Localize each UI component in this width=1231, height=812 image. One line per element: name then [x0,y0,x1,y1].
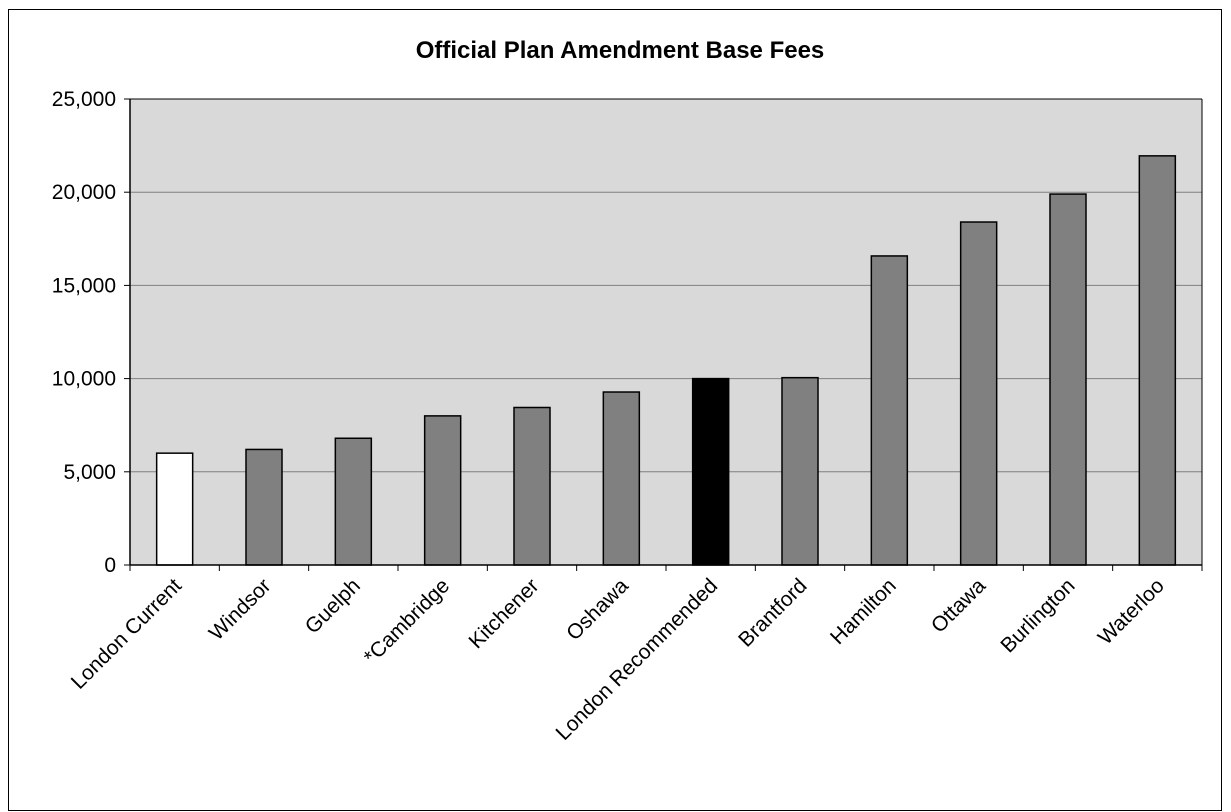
bar [959,221,998,566]
chart-title: Official Plan Amendment Base Fees [416,37,825,64]
x-tick-label: Windsor [205,574,276,645]
x-tick-label: Hamilton [826,574,901,649]
plot-area: 0 5,000 10,000 15,000 20,000 25,000 London Cur… [52,88,1203,745]
y-tick-label: 25,000 [52,88,116,111]
bar [513,406,551,566]
x-tick-label: Waterloo [1094,574,1169,649]
y-tick-label: 5,000 [63,461,116,484]
bar [155,452,194,566]
bar [334,437,373,566]
x-tick-label: London Recommended [552,574,723,745]
bar [423,415,462,566]
y-tick-label: 20,000 [52,181,116,204]
bar [870,255,909,566]
y-tick-label: 0 [104,554,116,577]
bar [245,448,283,566]
x-tick-label: Guelph [301,574,365,638]
y-tick-label: 15,000 [52,274,116,297]
plot-background [130,99,1202,565]
bar [781,376,819,566]
x-tick-label: Oshawa [562,574,633,645]
bar [691,377,730,566]
bar [1049,193,1087,566]
x-tick-label: London Current [67,574,187,694]
x-tick-label: *Cambridge [360,574,455,669]
x-tick-label: Burlington [996,574,1079,657]
x-tick-label: Ottawa [927,574,991,638]
y-tick-label: 10,000 [52,368,116,391]
bar [602,391,641,566]
x-tick-label: Brantford [734,574,811,651]
bar [1138,155,1177,566]
x-tick-label: Kitchener [465,574,544,653]
